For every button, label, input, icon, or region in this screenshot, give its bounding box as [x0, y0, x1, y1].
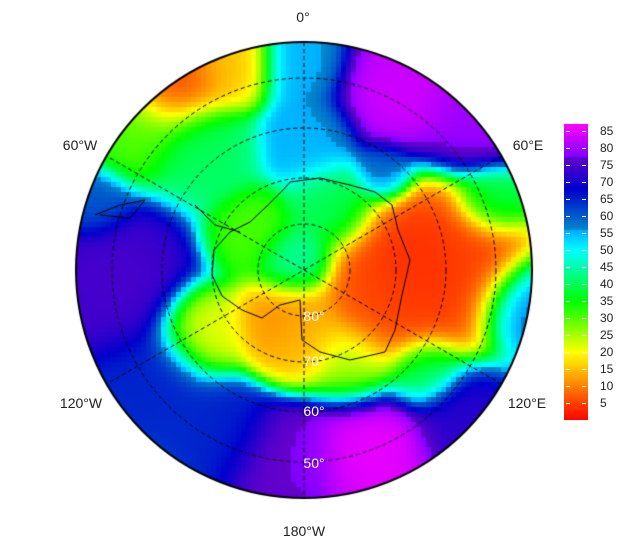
colorbar-tick-mark — [582, 402, 586, 404]
lon-label-60e: 60°E — [512, 137, 544, 153]
colorbar-tick-55: 55 — [600, 225, 614, 240]
lon-label-120e: 120°E — [507, 395, 547, 411]
colorbar-tick-mark — [582, 181, 586, 183]
colorbar-tick-mark — [582, 198, 586, 200]
lon-label-60w: 60°W — [62, 137, 98, 153]
lon-label-0: 0° — [296, 9, 310, 25]
lat-label-50: 50° — [303, 455, 325, 471]
colorbar-tick-30: 30 — [600, 310, 614, 325]
colorbar-tick-mark — [582, 317, 586, 319]
colorbar-tick-mark — [566, 351, 570, 353]
colorbar-tick-mark — [566, 249, 570, 251]
colorbar — [564, 124, 588, 420]
lon-label-120w: 120°W — [59, 395, 103, 411]
lat-label-60: 60° — [303, 403, 325, 419]
colorbar-tick-mark — [566, 130, 570, 132]
colorbar-tick-40: 40 — [600, 276, 614, 291]
colorbar-tick-mark — [566, 266, 570, 268]
colorbar-tick-mark — [582, 164, 586, 166]
colorbar-tick-mark — [566, 198, 570, 200]
colorbar-tick-80: 80 — [600, 140, 614, 155]
colorbar-tick-mark — [582, 147, 586, 149]
lon-label-180w: 180°W — [282, 523, 326, 539]
colorbar-tick-mark — [566, 215, 570, 217]
lat-label-70: 70° — [303, 353, 325, 369]
colorbar-tick-5: 5 — [600, 395, 607, 410]
colorbar-tick-75: 75 — [600, 157, 614, 172]
colorbar-tick-mark — [582, 249, 586, 251]
colorbar-tick-10: 10 — [600, 378, 614, 393]
colorbar-tick-mark — [582, 215, 586, 217]
colorbar-tick-mark — [566, 232, 570, 234]
colorbar-tick-mark — [582, 232, 586, 234]
colorbar-tick-60: 60 — [600, 208, 614, 223]
colorbar-tick-mark — [566, 385, 570, 387]
colorbar-tick-mark — [566, 334, 570, 336]
colorbar-tick-mark — [582, 300, 586, 302]
colorbar-tick-mark — [566, 402, 570, 404]
colorbar-tick-35: 35 — [600, 293, 614, 308]
colorbar-tick-mark — [582, 368, 586, 370]
lat-label-80: 80° — [303, 308, 325, 324]
colorbar-tick-mark — [566, 368, 570, 370]
colorbar-tick-mark — [566, 283, 570, 285]
colorbar-tick-65: 65 — [600, 191, 614, 206]
colorbar-tick-mark — [566, 164, 570, 166]
colorbar-tick-25: 25 — [600, 327, 614, 342]
colorbar-tick-15: 15 — [600, 361, 614, 376]
colorbar-tick-mark — [582, 385, 586, 387]
colorbar-tick-mark — [566, 300, 570, 302]
colorbar-tick-mark — [566, 181, 570, 183]
colorbar-tick-mark — [582, 334, 586, 336]
colorbar-tick-mark — [582, 130, 586, 132]
colorbar-tick-20: 20 — [600, 344, 614, 359]
colorbar-tick-mark — [566, 147, 570, 149]
colorbar-tick-70: 70 — [600, 174, 614, 189]
colorbar-tick-mark — [566, 317, 570, 319]
colorbar-tick-mark — [582, 283, 586, 285]
colorbar-tick-mark — [582, 351, 586, 353]
colorbar-tick-45: 45 — [600, 259, 614, 274]
colorbar-tick-50: 50 — [600, 242, 614, 257]
colorbar-tick-85: 85 — [600, 123, 614, 138]
colorbar-tick-mark — [582, 266, 586, 268]
